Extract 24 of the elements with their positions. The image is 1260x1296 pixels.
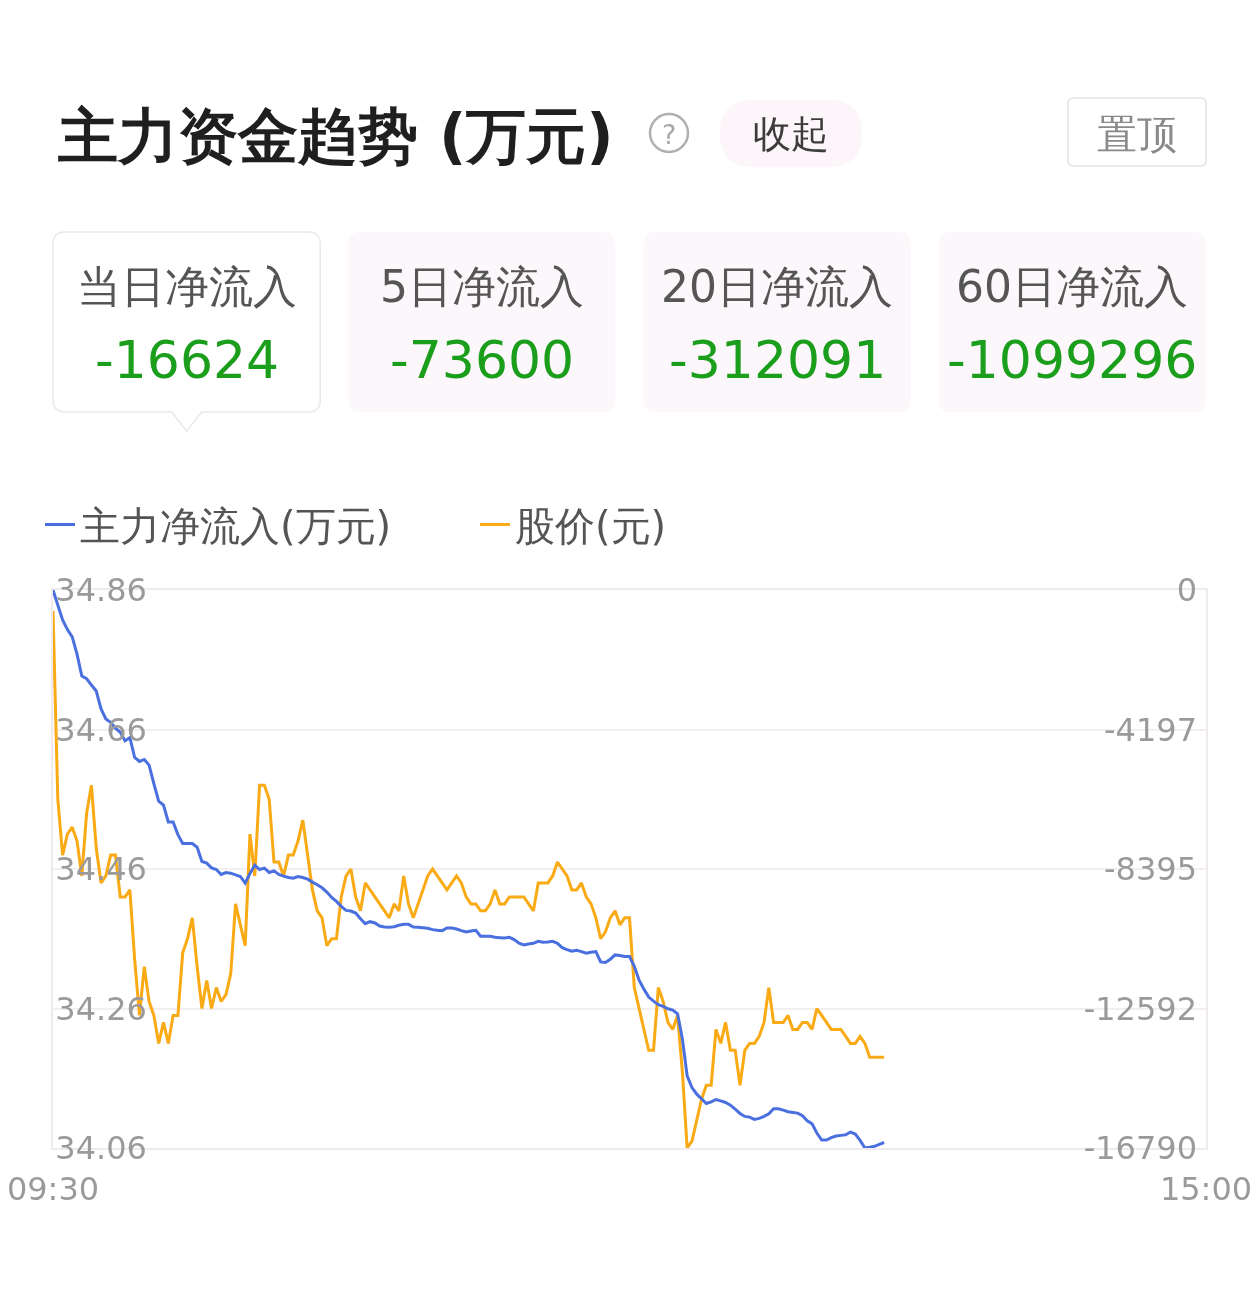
category-label: 60日净流入 <box>956 261 1188 312</box>
y2-tick-label: -12592 <box>1083 989 1197 1028</box>
text: 收起 <box>753 112 829 156</box>
x-tick-label: 15:00 <box>1159 1170 1253 1209</box>
legend-label: 股价(元) <box>515 503 667 550</box>
x-tick-label: 09:30 <box>6 1170 100 1209</box>
y-tick-label: 34.06 <box>55 1129 147 1168</box>
category-label: 20日净流入 <box>661 261 893 312</box>
y2-tick-label: -8395 <box>1104 850 1197 889</box>
legend-label: 主力净流入(万元) <box>80 503 392 550</box>
text: ? <box>662 119 677 150</box>
data-label: -16624 <box>95 330 280 390</box>
y-tick-label: 34.86 <box>55 571 147 610</box>
data-label: -312091 <box>669 330 887 390</box>
text: 置顶 <box>1097 111 1177 157</box>
category-label: 当日净流入 <box>77 261 297 312</box>
y2-tick-label: 0 <box>1176 571 1197 610</box>
data-label: -1099296 <box>947 330 1198 390</box>
data-label: -73600 <box>390 330 575 390</box>
y2-tick-label: -4197 <box>1104 710 1197 749</box>
text: 主力资金趋势 (万元) <box>57 101 614 171</box>
y-tick-label: 34.26 <box>55 989 147 1028</box>
category-label: 5日净流入 <box>380 261 584 312</box>
y2-tick-label: -16790 <box>1083 1129 1197 1168</box>
